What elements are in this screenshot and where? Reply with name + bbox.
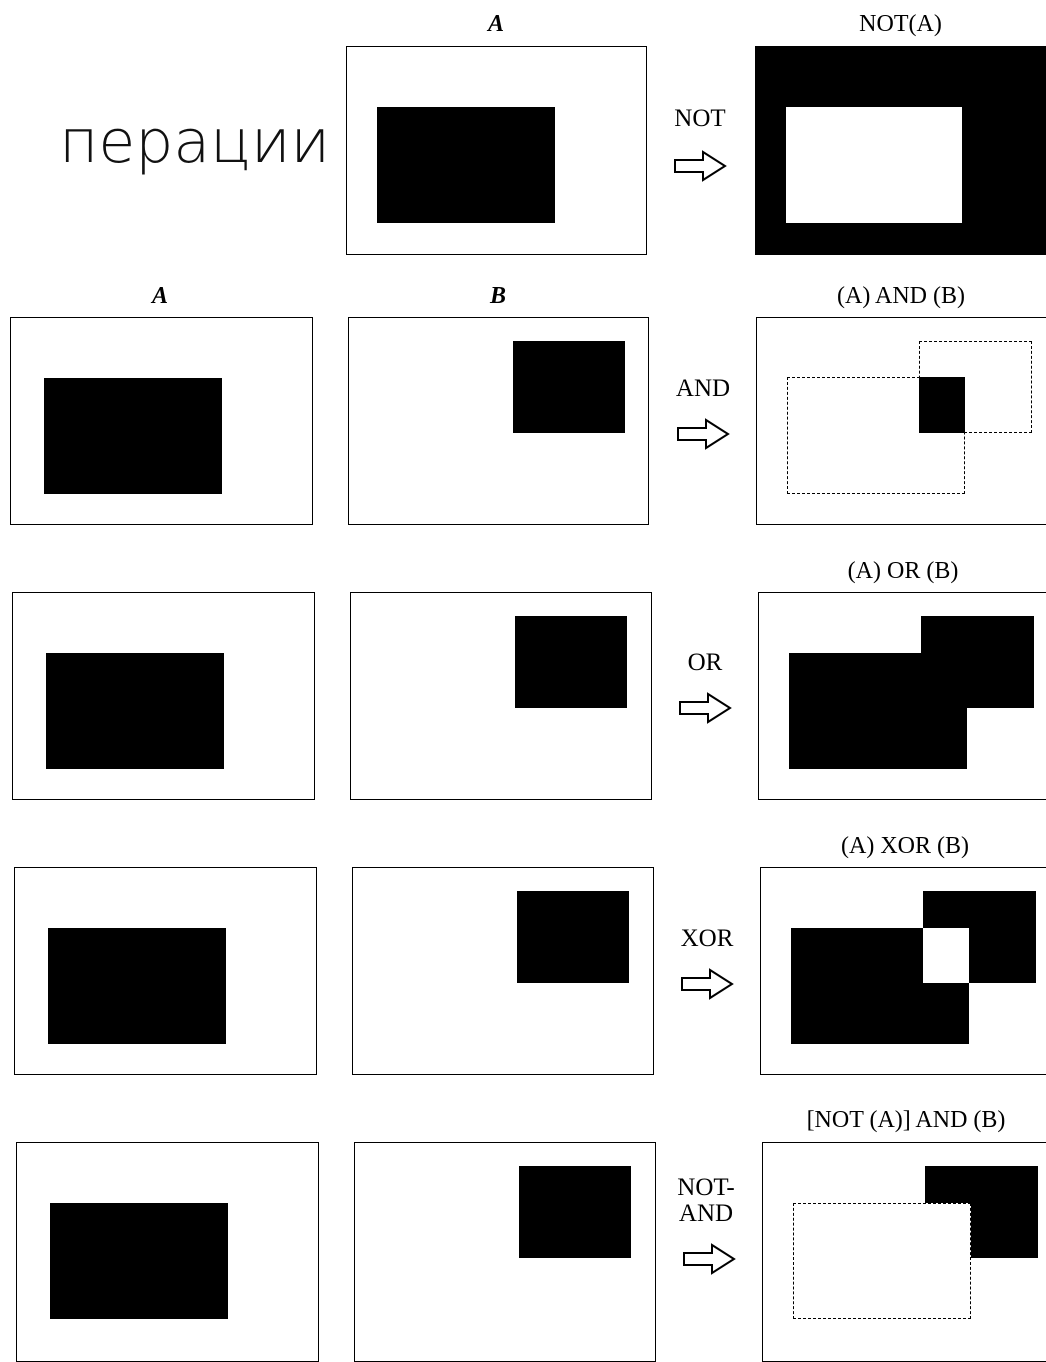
- operator-and-label: AND: [675, 375, 731, 402]
- outline-a: [793, 1203, 971, 1319]
- operator-not-and-label: NOT- AND: [677, 1174, 735, 1227]
- operator-or-label: OR: [687, 649, 723, 676]
- image-b-panel: [348, 317, 649, 525]
- not-and-cut: [793, 1203, 971, 1319]
- right-arrow-icon: [677, 418, 730, 450]
- shape-a: [44, 378, 222, 494]
- result-not-and-panel: [762, 1142, 1046, 1362]
- shape-a: [46, 653, 224, 769]
- result-or-panel: [758, 592, 1046, 800]
- result-not-a-panel: [755, 46, 1046, 255]
- shape-b: [515, 616, 627, 708]
- result-and-panel: [756, 317, 1046, 525]
- shape-a: [48, 928, 226, 1044]
- union-part-b: [921, 616, 1034, 708]
- caption-not-and: [NOT (A)] AND (B): [806, 1107, 1006, 1133]
- image-a-panel: [14, 867, 317, 1075]
- image-a-panel: [12, 592, 315, 800]
- right-arrow-icon: [674, 150, 727, 182]
- result-xor-panel: [760, 867, 1046, 1075]
- operator-not-label: NOT: [674, 105, 726, 132]
- image-b-panel: [350, 592, 652, 800]
- shape-a: [50, 1203, 228, 1319]
- image-a-panel: [346, 46, 647, 255]
- right-arrow-icon: [679, 692, 732, 724]
- image-b-panel: [352, 867, 654, 1075]
- outline-a: [787, 377, 965, 494]
- caption-b-row2: B: [489, 283, 506, 309]
- image-b-panel: [354, 1142, 656, 1362]
- intersection-shape: [919, 377, 965, 433]
- shape-a: [377, 107, 555, 223]
- operator-xor-label: XOR: [680, 925, 734, 952]
- shape-b: [513, 341, 625, 433]
- right-arrow-icon: [681, 968, 734, 1000]
- not-a-hole: [786, 107, 962, 223]
- slide-title: перации: [59, 107, 330, 177]
- caption-a: A: [487, 11, 504, 37]
- caption-a-row2: A: [151, 283, 168, 309]
- caption-and: (A) AND (B): [837, 283, 965, 309]
- shape-b: [519, 1166, 631, 1258]
- image-a-panel: [16, 1142, 319, 1362]
- right-arrow-icon: [683, 1243, 736, 1275]
- xor-overlap-hole: [923, 928, 969, 983]
- caption-or: (A) OR (B): [847, 558, 959, 584]
- image-a-panel: [10, 317, 313, 525]
- caption-xor: (A) XOR (B): [841, 833, 969, 859]
- shape-b: [517, 891, 629, 983]
- caption-not-a: NOT(A): [859, 11, 942, 37]
